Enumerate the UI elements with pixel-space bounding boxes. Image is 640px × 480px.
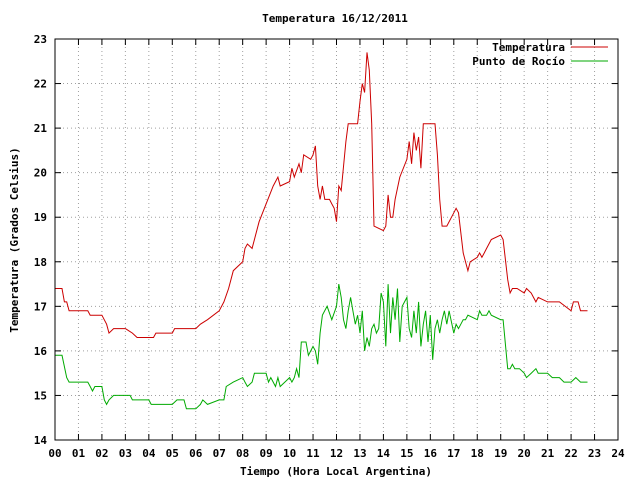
- series-layer: [55, 52, 588, 410]
- series-line-punto-de-rocio: [55, 284, 588, 410]
- x-tick-label: 21: [541, 447, 555, 460]
- x-tick-label: 11: [306, 447, 320, 460]
- x-tick-label: 15: [400, 447, 413, 460]
- x-tick-label: 00: [48, 447, 61, 460]
- y-tick-label: 17: [34, 300, 47, 313]
- grid-lines: [55, 39, 618, 440]
- x-tick-label: 18: [471, 447, 484, 460]
- x-tick-label: 17: [447, 447, 460, 460]
- x-tick-label: 10: [283, 447, 296, 460]
- x-tick-label: 23: [588, 447, 601, 460]
- y-tick-label: 23: [34, 33, 47, 46]
- x-tick-label: 22: [564, 447, 577, 460]
- x-tick-label: 04: [142, 447, 156, 460]
- x-tick-label: 16: [424, 447, 438, 460]
- x-tick-label: 14: [377, 447, 391, 460]
- y-axis-label: Temperatura (Grados Celsius): [8, 147, 21, 332]
- x-tick-label: 03: [119, 447, 132, 460]
- y-tick-label: 14: [34, 434, 48, 447]
- y-tick-label: 19: [34, 211, 47, 224]
- series-line-temperatura: [55, 52, 588, 338]
- legend-label: Punto de Rocío: [472, 55, 565, 68]
- legend-label: Temperatura: [492, 41, 565, 54]
- y-tick-label: 18: [34, 256, 47, 269]
- x-tick-label: 07: [213, 447, 226, 460]
- x-tick-label: 24: [611, 447, 625, 460]
- x-tick-label: 19: [494, 447, 507, 460]
- chart-title: Temperatura 16/12/2011: [262, 12, 408, 25]
- x-tick-label: 20: [518, 447, 531, 460]
- x-tick-label: 01: [72, 447, 86, 460]
- x-tick-label: 02: [95, 447, 108, 460]
- axis-ticks: 00 01 02 03 04 05 06 07 08 09 10 11 12 13 14 15 16 17 18 19…: [34, 33, 625, 460]
- x-tick-label: 12: [330, 447, 343, 460]
- x-tick-label: 08: [236, 447, 249, 460]
- y-tick-label: 16: [34, 345, 48, 358]
- x-tick-label: 05: [166, 447, 179, 460]
- y-tick-label: 22: [34, 78, 47, 91]
- x-tick-label: 09: [260, 447, 273, 460]
- x-tick-label: 13: [353, 447, 366, 460]
- y-tick-label: 21: [34, 122, 48, 135]
- y-tick-label: 20: [34, 167, 47, 180]
- x-axis-label: Tiempo (Hora Local Argentina): [240, 465, 432, 478]
- y-tick-label: 15: [34, 389, 47, 402]
- x-tick-label: 06: [189, 447, 203, 460]
